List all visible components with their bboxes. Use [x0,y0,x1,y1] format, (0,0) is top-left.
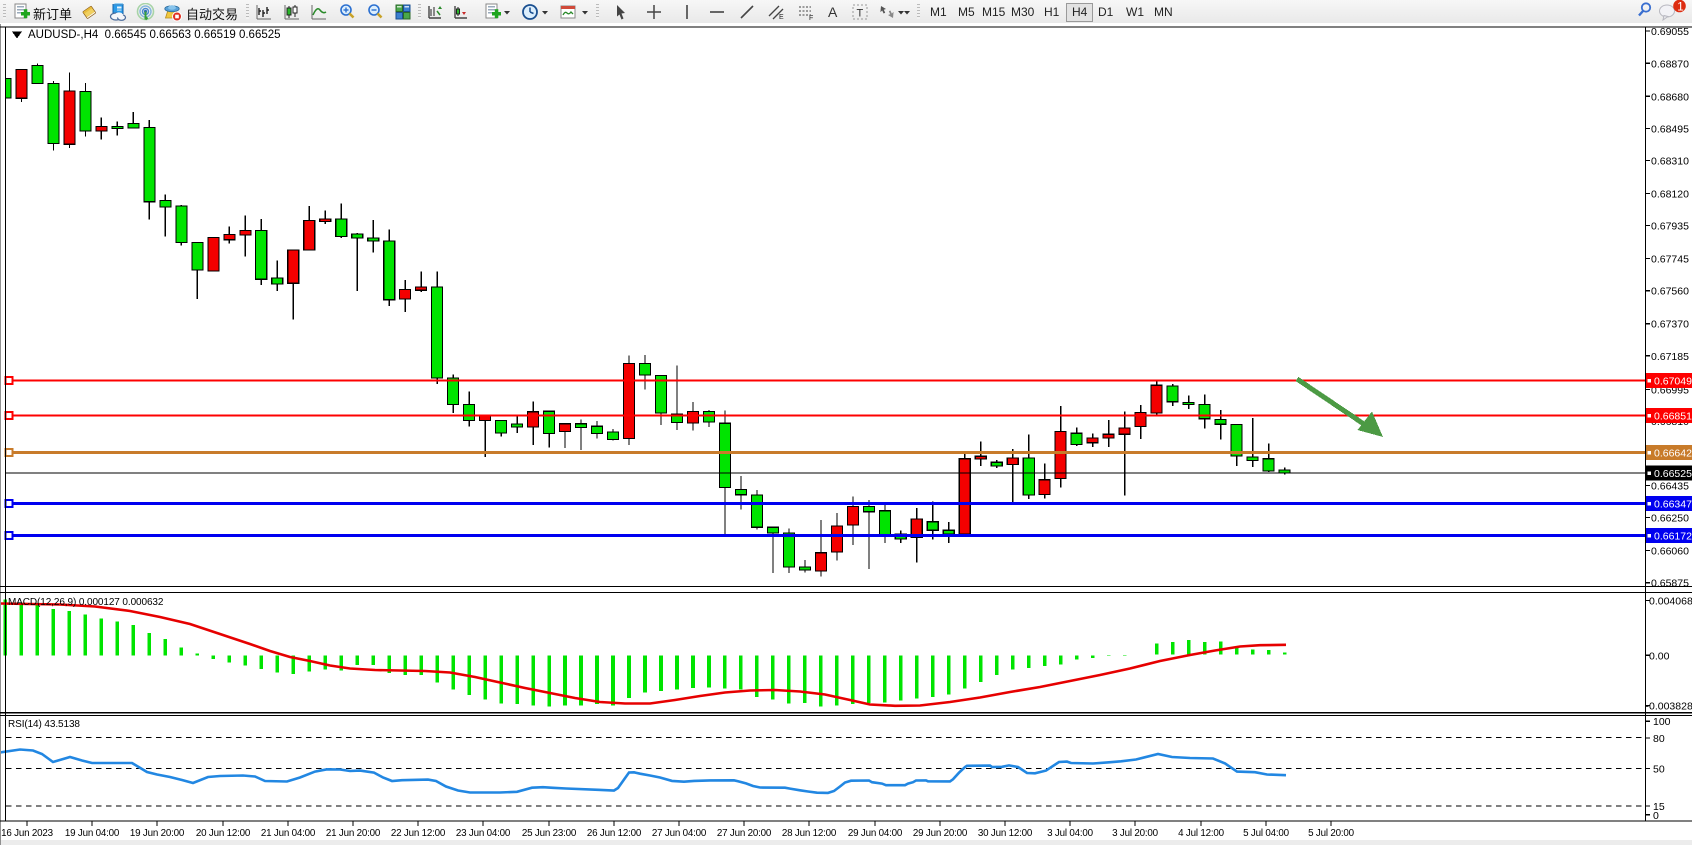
svg-text:100: 100 [1653,716,1671,728]
svg-text:0.66060: 0.66060 [1651,546,1689,558]
svg-text:MACD(12,26,9) 0.000127 0.00063: MACD(12,26,9) 0.000127 0.000632 [8,597,164,608]
svg-text:0.66525: 0.66525 [1654,468,1692,480]
svg-text:15: 15 [1653,801,1665,813]
svg-text:25 Jun 23:00: 25 Jun 23:00 [522,828,577,839]
svg-text:0.004068: 0.004068 [1649,595,1692,607]
svg-text:50: 50 [1653,763,1665,775]
svg-text:0.68495: 0.68495 [1651,123,1689,135]
svg-text:5 Jul 04:00: 5 Jul 04:00 [1243,828,1289,839]
svg-text:0.66851: 0.66851 [1654,411,1692,423]
svg-text:0.67370: 0.67370 [1651,319,1689,331]
svg-text:0.67049: 0.67049 [1654,376,1692,388]
svg-text:20 Jun 12:00: 20 Jun 12:00 [196,828,251,839]
svg-text:0.68310: 0.68310 [1651,156,1689,168]
svg-text:21 Jun 04:00: 21 Jun 04:00 [261,828,316,839]
svg-text:29 Jun 04:00: 29 Jun 04:00 [848,828,903,839]
svg-text:RSI(14) 43.5138: RSI(14) 43.5138 [8,719,80,730]
svg-text:0.66642: 0.66642 [1654,448,1692,460]
svg-text:28 Jun 12:00: 28 Jun 12:00 [782,828,837,839]
svg-text:0.66347: 0.66347 [1654,499,1692,511]
svg-text:29 Jun 20:00: 29 Jun 20:00 [913,828,968,839]
svg-text:22 Jun 12:00: 22 Jun 12:00 [391,828,446,839]
svg-text:21 Jun 20:00: 21 Jun 20:00 [326,828,381,839]
svg-text:80: 80 [1653,733,1665,745]
svg-text:-0.003828: -0.003828 [1646,700,1692,712]
svg-text:4 Jul 12:00: 4 Jul 12:00 [1178,828,1224,839]
svg-text:0: 0 [1653,810,1659,822]
svg-text:0.66435: 0.66435 [1651,481,1689,493]
svg-text:23 Jun 04:00: 23 Jun 04:00 [456,828,511,839]
svg-text:0.00: 0.00 [1649,650,1670,662]
svg-text:3 Jul 04:00: 3 Jul 04:00 [1047,828,1093,839]
svg-text:0.67745: 0.67745 [1651,254,1689,266]
svg-text:0.69055: 0.69055 [1651,26,1689,38]
svg-text:0.68870: 0.68870 [1651,58,1689,70]
svg-text:19 Jun 20:00: 19 Jun 20:00 [130,828,185,839]
svg-text:30 Jun 12:00: 30 Jun 12:00 [978,828,1033,839]
svg-text:F: F [809,15,813,21]
svg-text:5 Jul 20:00: 5 Jul 20:00 [1308,828,1354,839]
svg-text:T: T [857,8,864,20]
svg-text:0.66250: 0.66250 [1651,513,1689,525]
svg-text:0.66172: 0.66172 [1654,531,1692,543]
svg-text:0.68680: 0.68680 [1651,91,1689,103]
svg-text:0.68120: 0.68120 [1651,189,1689,201]
svg-text:26 Jun 12:00: 26 Jun 12:00 [587,828,642,839]
svg-text:A: A [828,4,838,20]
svg-text:27 Jun 20:00: 27 Jun 20:00 [717,828,772,839]
svg-text:3 Jul 20:00: 3 Jul 20:00 [1112,828,1158,839]
svg-text:16 Jun 2023: 16 Jun 2023 [1,828,53,839]
svg-text:1: 1 [1677,1,1683,13]
svg-text:AUDUSD-,H4 0.66545 0.66563 0.: AUDUSD-,H4 0.66545 0.66563 0.66519 0.665… [28,29,281,41]
svg-text:19 Jun 04:00: 19 Jun 04:00 [65,828,120,839]
svg-text:0.67185: 0.67185 [1651,351,1689,363]
svg-text:0.65875: 0.65875 [1651,578,1689,590]
svg-text:27 Jun 04:00: 27 Jun 04:00 [652,828,707,839]
svg-text:E: E [779,14,784,21]
svg-text:0.67560: 0.67560 [1651,286,1689,298]
svg-text:0.67935: 0.67935 [1651,221,1689,233]
